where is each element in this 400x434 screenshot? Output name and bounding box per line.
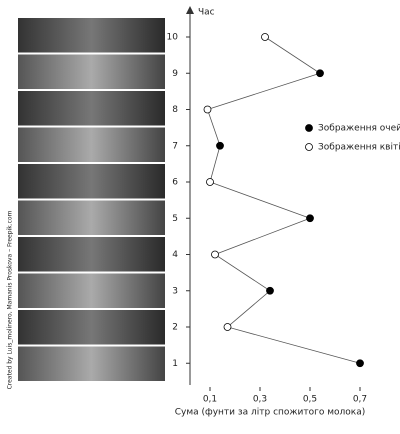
photo-strip [18,164,165,199]
data-point [223,323,232,331]
photo-strip [18,54,165,89]
y-tick-label: 3 [172,286,178,296]
x-tick-label: 0,5 [303,395,317,405]
y-tick-label: 6 [172,178,178,188]
legend-marker [305,143,313,151]
y-tick-label: 2 [172,323,178,333]
photo-strip [18,200,165,235]
data-line [206,36,361,364]
photo-strip [18,346,165,381]
photo-strip [18,310,165,345]
x-axis-label: Сума (фунти за літр спожитого молока) [175,408,366,418]
y-tick-label: 8 [172,105,178,115]
x-tick-label: 0,1 [203,395,217,405]
x-tick-label: 0,7 [353,395,367,405]
y-tick-label: 9 [172,69,178,79]
legend-marker [305,124,313,132]
photo-strip [18,18,165,53]
y-tick-label: 1 [172,359,178,369]
data-point [211,250,219,259]
data-point [261,33,269,41]
legend-label: Зображення квітів [318,143,400,153]
data-point [306,214,314,223]
data-point [203,105,212,114]
legend-label: Зображення очей [318,124,400,134]
y-tick-label: 5 [172,214,178,224]
data-point [206,178,214,186]
photo-strip [18,127,165,162]
photo-strip [18,237,165,272]
y-axis-label: Час [198,8,215,18]
x-tick-label: 0,3 [253,395,267,405]
axis-arrow [186,6,194,14]
data-point [316,69,324,78]
photo-strips [18,18,165,383]
y-tick-label: 4 [172,250,178,260]
data-point [216,141,224,150]
photo-strip [18,91,165,126]
y-tick-label: 10 [167,33,179,43]
data-point [356,359,364,368]
data-point [266,286,274,295]
y-tick-label: 7 [172,141,178,151]
credit: Created by Luis_molinero, Mamanis Prosko… [7,210,14,389]
photo-strip [18,273,165,308]
